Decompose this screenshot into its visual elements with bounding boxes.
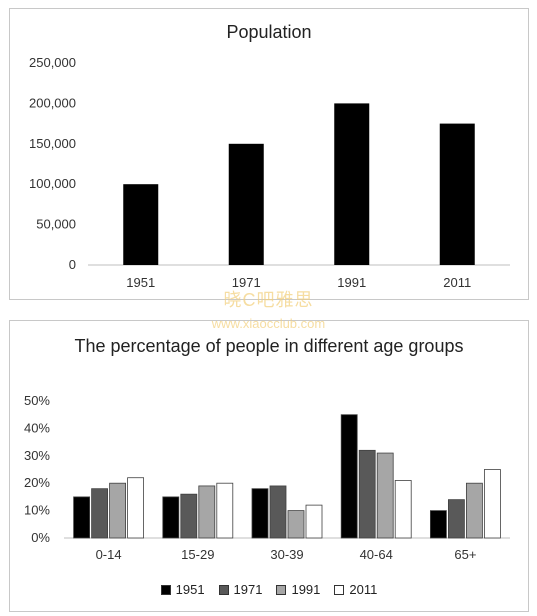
age-group-chart: 0% 10% 20% 30% 40% 50% 0-14 15-29 30-39 40-64 65+ xyxy=(24,393,510,562)
age-bar-0-14-2011 xyxy=(127,477,144,539)
age-y-tick-label: 10% xyxy=(24,503,50,518)
age-y-tick-label: 50% xyxy=(24,393,50,408)
population-y-tick-label: 250,000 xyxy=(29,55,76,70)
legend-label: 2011 xyxy=(349,582,378,597)
age-bar-0-14-1971 xyxy=(91,488,108,539)
population-y-tick-label: 150,000 xyxy=(29,136,76,151)
watermark-brand: 晓C吧雅思 xyxy=(223,290,314,310)
population-x-tick-label: 1991 xyxy=(337,275,366,290)
legend-swatch xyxy=(334,584,345,595)
age-x-tick-label: 15-29 xyxy=(181,547,214,562)
population-x-tick-label: 2011 xyxy=(443,275,471,290)
age-y-tick-label: 30% xyxy=(24,448,50,463)
population-bar-1971 xyxy=(228,143,264,265)
age-bar-30-39-1971 xyxy=(269,485,287,539)
age-bar-30-39-1991 xyxy=(287,510,305,539)
age-group-chart-panel: The percentage of people in different ag… xyxy=(9,320,529,612)
age-bar-15-29-2011 xyxy=(216,482,234,539)
legend-item-1991: 1991 xyxy=(276,582,320,597)
legend-swatch xyxy=(218,584,229,595)
age-y-tick-label: 40% xyxy=(24,420,50,435)
population-bar-1951 xyxy=(123,184,159,265)
age-y-tick-label: 20% xyxy=(24,475,50,490)
age-bar-40-64-2011 xyxy=(394,480,412,539)
age-x-tick-label: 30-39 xyxy=(270,547,303,562)
population-y-tick-label: 50,000 xyxy=(36,217,76,232)
population-x-tick-label: 1971 xyxy=(232,275,261,290)
age-x-tick-label: 40-64 xyxy=(360,547,393,562)
population-chart: 0 50,000 100,000 150,000 200,000 250,000 1951 1… xyxy=(29,55,510,290)
legend-item-1951: 1951 xyxy=(160,582,205,597)
population-x-tick-label: 1951 xyxy=(126,275,155,290)
age-group-chart-title: The percentage of people in different ag… xyxy=(74,336,464,356)
legend-swatch xyxy=(160,584,171,595)
age-bar-0-14-1951 xyxy=(73,496,90,539)
population-chart-title: Population xyxy=(226,22,312,42)
age-bar-65+-2011 xyxy=(483,469,501,539)
population-bar-1991 xyxy=(334,103,370,266)
age-bar-40-64-1991 xyxy=(376,452,394,539)
age-bar-65+-1991 xyxy=(465,482,483,539)
age-y-tick-label: 0% xyxy=(31,530,50,545)
age-bar-15-29-1971 xyxy=(180,493,198,539)
age-bar-40-64-1951 xyxy=(340,414,358,539)
legend-item-2011: 2011 xyxy=(334,582,377,597)
age-bar-0-14-1991 xyxy=(109,482,126,539)
legend-label: 1971 xyxy=(233,582,263,597)
population-y-tick-label: 100,000 xyxy=(29,176,76,191)
age-bar-30-39-2011 xyxy=(305,504,323,539)
population-y-tick-label: 200,000 xyxy=(29,95,76,110)
age-x-tick-label: 0-14 xyxy=(96,547,122,562)
age-bar-15-29-1951 xyxy=(162,496,180,539)
population-y-tick-label: 0 xyxy=(69,257,76,272)
watermark-url: www.xiaocclub.com xyxy=(211,316,326,331)
legend-label: 1951 xyxy=(175,582,205,597)
age-bar-30-39-1951 xyxy=(251,488,269,539)
age-bar-65+-1971 xyxy=(447,499,465,539)
age-bar-65+-1951 xyxy=(429,510,447,539)
age-group-legend: 1951 1971 1991 2011 xyxy=(10,582,528,597)
age-bar-15-29-1991 xyxy=(198,485,216,539)
population-chart-panel: Population 0 50,000 100,000 150,000 200,000 2… xyxy=(9,8,529,300)
population-bar-2011 xyxy=(439,123,475,265)
age-bar-40-64-1971 xyxy=(358,449,376,539)
legend-swatch xyxy=(276,584,287,595)
legend-label: 1991 xyxy=(291,582,321,597)
legend-item-1971: 1971 xyxy=(218,582,263,597)
age-x-tick-label: 65+ xyxy=(454,547,476,562)
